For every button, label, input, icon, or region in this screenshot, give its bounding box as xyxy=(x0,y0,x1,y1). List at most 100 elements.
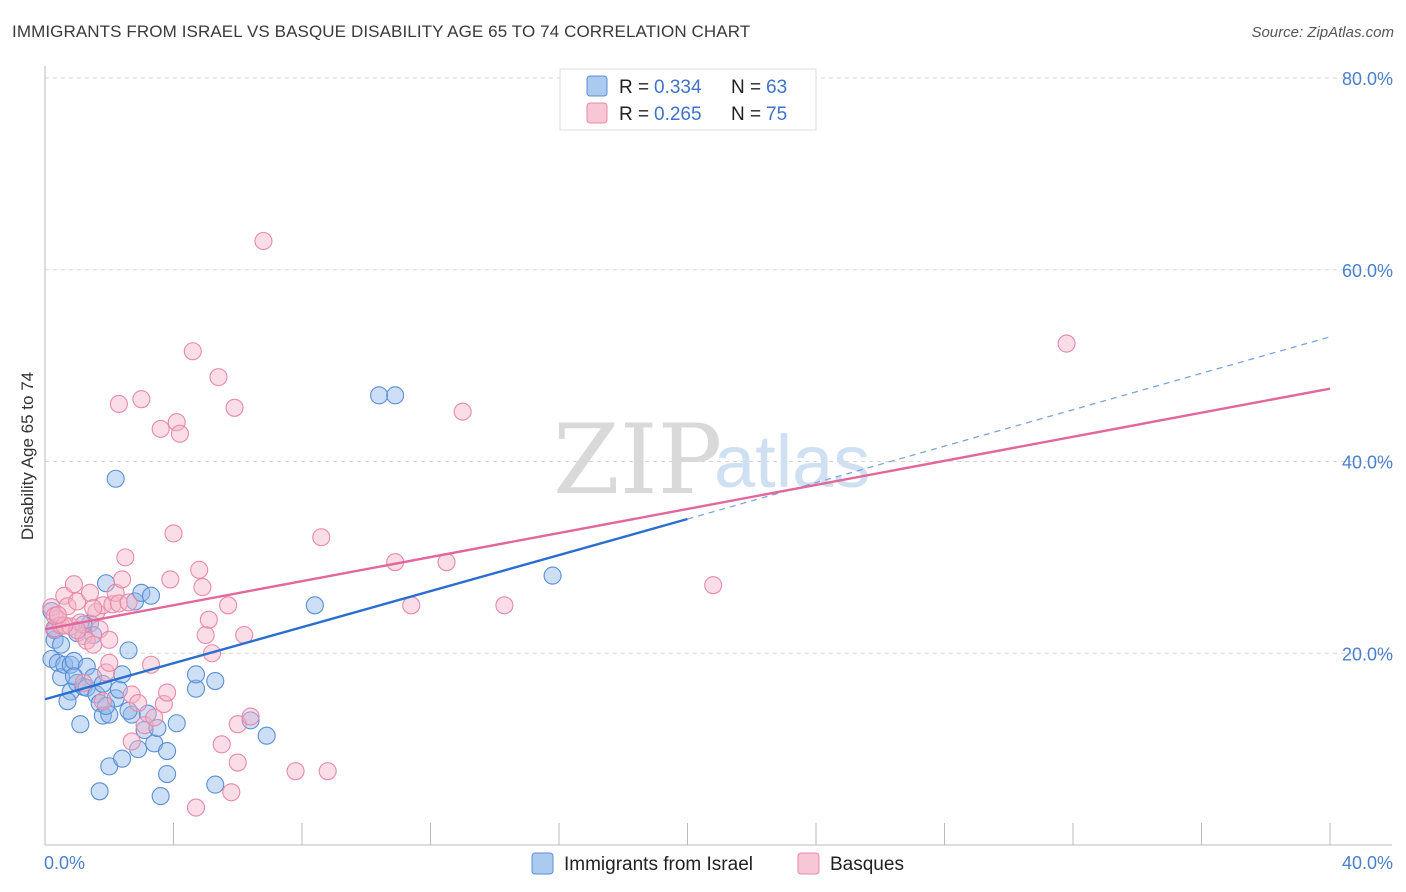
y-tick-labels: 20.0% 40.0% 60.0% 80.0% xyxy=(1342,69,1393,664)
israel-trendline xyxy=(44,517,688,701)
basques-point-55 xyxy=(241,707,260,726)
basques-point-29 xyxy=(129,694,148,713)
basques-point-45 xyxy=(199,610,218,629)
basques-point-20 xyxy=(103,595,122,614)
x-tick-label-1: 40.0% xyxy=(1342,853,1393,873)
basques-point-12 xyxy=(80,583,100,602)
y-tick-label-2: 60.0% xyxy=(1342,261,1393,281)
axes xyxy=(44,66,1392,846)
basques-point-51 xyxy=(225,398,244,417)
israel-point-57 xyxy=(52,635,71,654)
legend-swatch-israel xyxy=(586,75,608,97)
legend-n-value-basques: 75 xyxy=(766,104,787,125)
basques-point-43 xyxy=(193,578,212,597)
israel-point-34 xyxy=(129,740,148,759)
y-tick-label-3: 80.0% xyxy=(1342,69,1393,89)
basques-point-23 xyxy=(109,394,128,414)
basques-point-66 xyxy=(1057,334,1076,353)
israel-point-41 xyxy=(158,741,177,761)
y-tick-label-0: 20.0% xyxy=(1342,644,1393,664)
basques-point-37 xyxy=(164,524,183,543)
basques-point-13 xyxy=(84,635,103,654)
legend-r-value-basques: 0.265 xyxy=(654,104,702,125)
basques-point-39 xyxy=(170,424,189,443)
basques-point-57 xyxy=(286,762,305,781)
basques-point-65 xyxy=(704,576,723,595)
basques-point-7 xyxy=(64,575,83,594)
basques-point-40 xyxy=(183,342,202,361)
legend-n-label-basques: N = xyxy=(731,104,761,125)
israel-point-47 xyxy=(206,775,225,794)
basques-point-56 xyxy=(254,231,273,251)
legend: R = 0.334 N = 63 R = 0.265 N = 75 xyxy=(559,68,817,131)
israel-point-54 xyxy=(386,386,405,405)
basques-point-17 xyxy=(93,692,112,711)
basques-point-26 xyxy=(119,593,138,612)
basques-point-25 xyxy=(116,548,135,567)
legend-n-value-israel: 63 xyxy=(766,77,787,98)
x-tick-labels: 0.0% 40.0% xyxy=(44,853,1393,873)
basques-trendline xyxy=(44,387,1331,631)
israel-point-48 xyxy=(90,782,109,801)
bottom-legend-label-israel: Immigrants from Israel xyxy=(564,854,753,875)
basques-point-33 xyxy=(145,708,164,727)
data-points xyxy=(42,231,1076,817)
watermark-zip: ZIP xyxy=(553,404,722,516)
basques-point-63 xyxy=(453,402,472,421)
basques-point-31 xyxy=(135,716,154,735)
basques-point-27 xyxy=(122,732,141,751)
basques-point-34 xyxy=(151,419,170,438)
legend-swatch-basques xyxy=(586,102,608,124)
israel-point-60 xyxy=(64,667,83,686)
bottom-legend-label-basques: Basques xyxy=(830,854,904,875)
legend-n-label-israel: N = xyxy=(731,77,761,98)
israel-point-14 xyxy=(71,715,90,734)
israel-point-49 xyxy=(106,469,125,488)
basques-point-47 xyxy=(209,368,228,387)
basques-point-74 xyxy=(48,605,67,624)
basques-point-36 xyxy=(161,570,180,589)
x-tick-label-0: 0.0% xyxy=(44,853,85,873)
basques-point-38 xyxy=(167,413,186,432)
israel-point-46 xyxy=(206,672,225,691)
basques-point-30 xyxy=(132,390,151,409)
basques-point-44 xyxy=(196,625,215,645)
israel-point-51 xyxy=(257,726,276,745)
basques-point-73 xyxy=(158,683,177,702)
israel-point-45 xyxy=(186,665,206,684)
bottom-legend-swatch-basques xyxy=(797,852,820,875)
israel-point-31 xyxy=(119,641,138,660)
watermark: ZIP atlas xyxy=(553,404,870,516)
basques-point-71 xyxy=(100,653,119,672)
basques-point-58 xyxy=(312,528,331,547)
legend-r-label-basques: R = xyxy=(619,104,649,125)
israel-point-22 xyxy=(93,706,112,725)
bottom-legend: Immigrants from Israel Basques xyxy=(531,852,904,875)
israel-point-52 xyxy=(305,596,324,615)
basques-point-35 xyxy=(154,695,173,714)
basques-point-48 xyxy=(212,735,231,754)
legend-r-value-israel: 0.334 xyxy=(654,77,702,98)
chart-title: IMMIGRANTS FROM ISRAEL VS BASQUE DISABIL… xyxy=(12,22,751,41)
israel-point-55 xyxy=(543,566,562,585)
basques-point-49 xyxy=(219,596,238,615)
israel-point-38 xyxy=(141,586,161,605)
israel-point-58 xyxy=(96,696,116,716)
legend-r-label-israel: R = xyxy=(619,77,649,98)
israel-point-30 xyxy=(113,749,132,768)
basques-point-50 xyxy=(222,783,241,802)
bottom-legend-swatch-israel xyxy=(531,852,554,875)
basques-point-41 xyxy=(186,798,206,817)
israel-point-44 xyxy=(186,679,206,698)
basques-point-64 xyxy=(495,596,514,615)
basques-point-69 xyxy=(84,599,103,618)
chart-source: Source: ZipAtlas.com xyxy=(1251,24,1394,41)
basques-point-53 xyxy=(228,753,247,772)
israel-point-40 xyxy=(151,787,170,806)
trendlines xyxy=(44,336,1331,701)
basques-point-8 xyxy=(68,592,87,611)
basques-point-24 xyxy=(113,570,132,589)
grid xyxy=(45,77,1392,654)
israel-point-53 xyxy=(370,386,389,405)
